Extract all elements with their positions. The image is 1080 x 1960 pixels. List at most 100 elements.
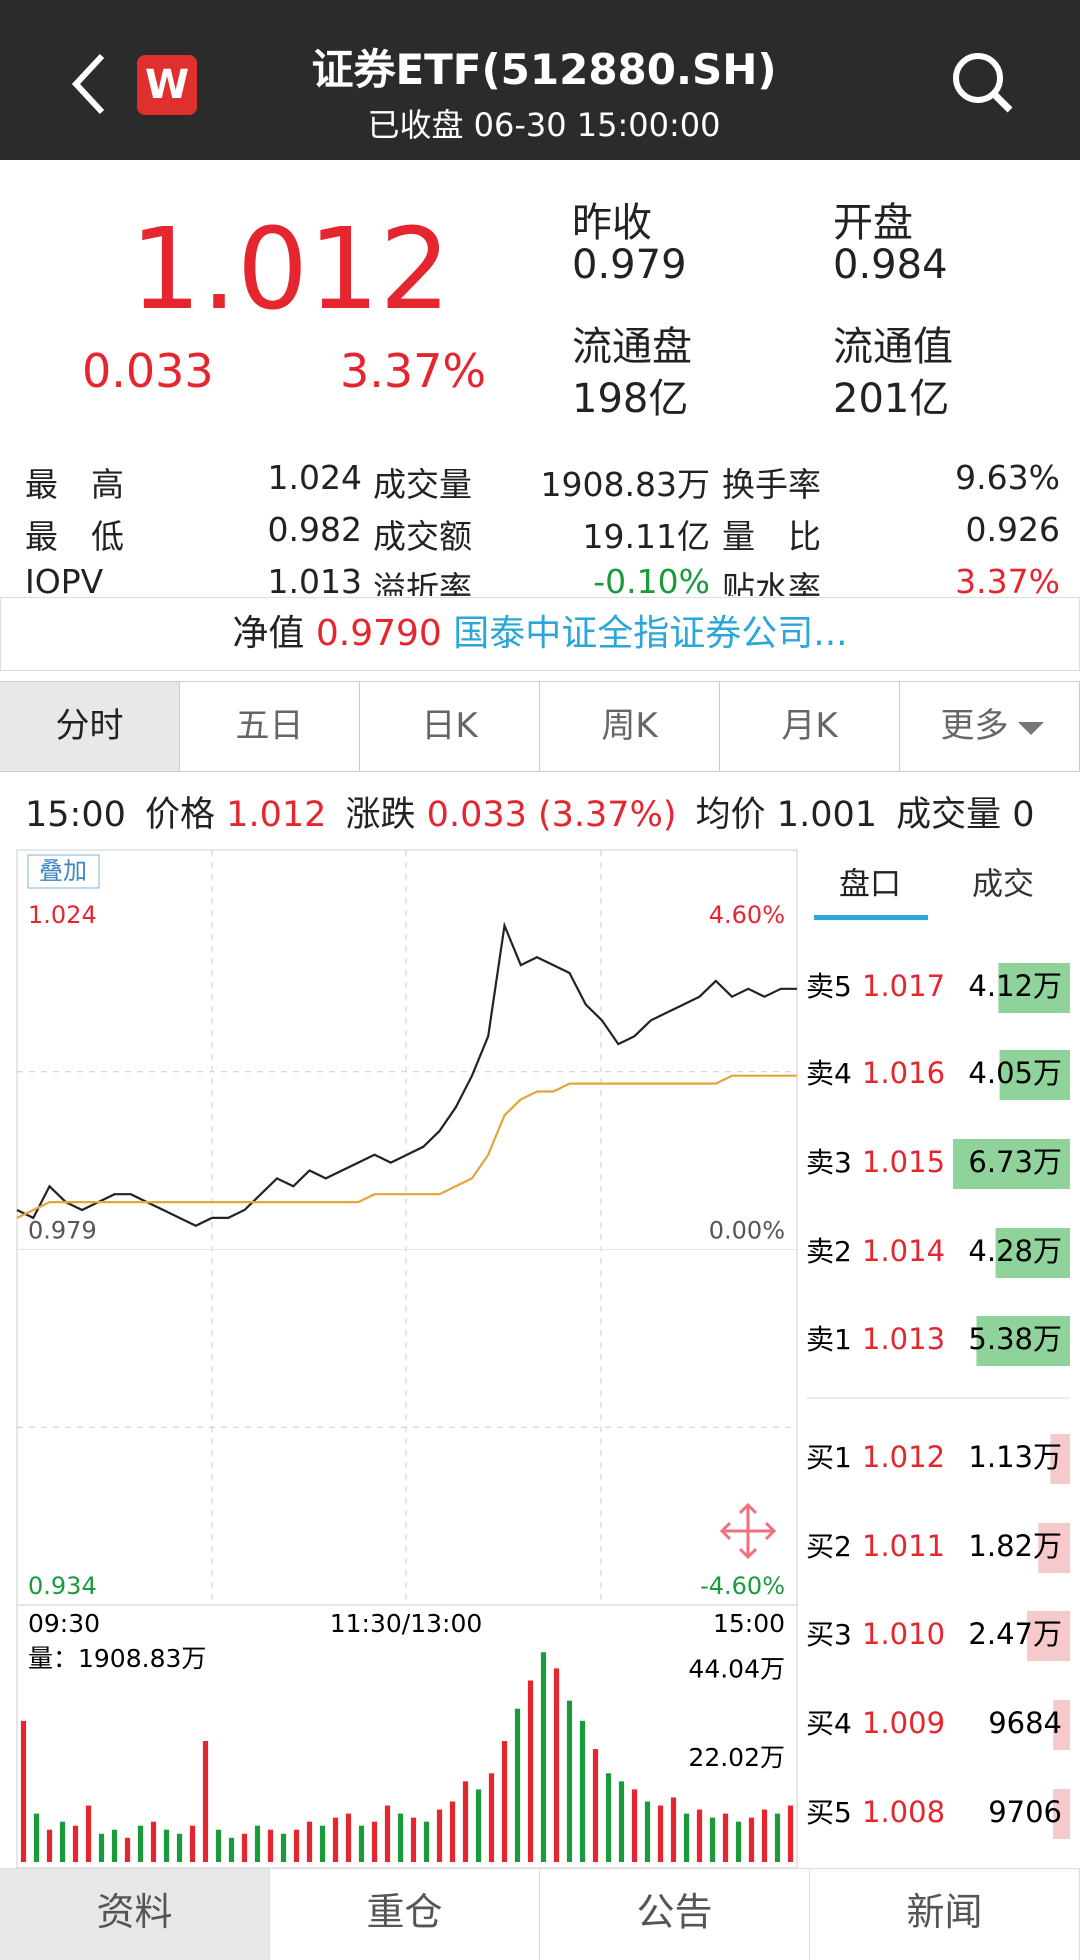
volume-bar	[293, 1829, 300, 1862]
field-label: 昨收	[572, 200, 652, 246]
order-volume: 5.38万	[968, 1322, 1062, 1356]
ask-bar	[953, 1139, 1070, 1189]
volume-bar	[345, 1813, 352, 1862]
stat-label: 量 比	[722, 517, 821, 556]
nav-value: 0.9790	[315, 613, 442, 654]
stat-label: 溢折率	[373, 569, 472, 596]
field-label: 流通值	[833, 324, 953, 370]
bottom-tab[interactable]: 公告	[540, 1869, 810, 1960]
volume-bar	[761, 1809, 768, 1862]
volume-bar	[267, 1829, 274, 1862]
volume-bar	[137, 1825, 144, 1862]
ask-bar	[976, 1316, 1070, 1366]
order-volume: 2.47万	[968, 1617, 1062, 1651]
order-volume: 4.12万	[968, 969, 1062, 1003]
bottom-tab[interactable]: 资料	[0, 1869, 270, 1960]
volume-bar	[540, 1652, 547, 1862]
period-tab[interactable]: 更多	[900, 682, 1080, 771]
period-tab[interactable]: 周K	[540, 682, 720, 771]
volume-label: 量：1908.83万	[28, 1644, 206, 1673]
order-volume: 6.73万	[968, 1145, 1062, 1179]
volume-bar	[423, 1821, 430, 1862]
order-tab-underline	[814, 915, 928, 920]
period-tab[interactable]: 日K	[360, 682, 540, 771]
volume-bar	[631, 1789, 638, 1862]
field-value: 198亿	[572, 376, 689, 422]
app-logo[interactable]	[137, 55, 197, 115]
volume-bar	[774, 1813, 781, 1862]
stats: 最 高 1.024 成交量 1908.83万 换手率 9.63% 最 低 0.982 成交额 19…	[0, 450, 1080, 596]
order-volume: 9684	[988, 1706, 1062, 1740]
period-tab[interactable]: 分时	[0, 682, 180, 771]
volume-bar	[566, 1700, 573, 1862]
volume-bar	[33, 1813, 40, 1862]
order-price: 1.011	[862, 1529, 945, 1563]
stat-value: 1908.83万	[540, 465, 710, 504]
volume-bar	[384, 1805, 391, 1862]
x-tick-label: 11:30/13:00	[330, 1609, 483, 1638]
info-vol-label: 成交量	[896, 795, 1002, 835]
volume-bar	[397, 1813, 404, 1862]
header: W 证券ETF(512880.SH) 已收盘 06-30 15:00:00	[0, 0, 1080, 160]
pct-tick-label: 4.60%	[709, 901, 785, 929]
search-button[interactable]	[953, 53, 1003, 103]
volume-bar	[202, 1741, 209, 1862]
volume-bar	[527, 1680, 534, 1862]
period-tabs: 分时 五日 日K 周K 月K 更多	[0, 681, 1080, 772]
volume-bar	[449, 1801, 456, 1862]
more-arrow	[1018, 722, 1044, 735]
order-price: 1.016	[862, 1056, 945, 1090]
volume-bar	[98, 1833, 105, 1862]
volume-bar	[592, 1749, 599, 1862]
order-label: 卖4	[806, 1057, 852, 1090]
back-button[interactable]	[71, 53, 105, 115]
bottom-tab[interactable]: 新闻	[810, 1869, 1080, 1960]
volume-bar	[150, 1821, 157, 1862]
stat-value: 0.926	[965, 510, 1060, 549]
volume-bar	[618, 1781, 625, 1862]
info-avg: 1.001	[776, 795, 877, 835]
last-price: 1.012	[130, 205, 451, 335]
volume-bar	[501, 1741, 508, 1862]
period-tab[interactable]: 五日	[180, 682, 360, 771]
order-volume: 1.82万	[968, 1529, 1062, 1563]
order-tab: 成交	[972, 867, 1034, 903]
x-tick-label: 15:00	[713, 1609, 785, 1638]
volume-bar	[410, 1817, 417, 1862]
title: 证券ETF(512880.SH)	[311, 45, 777, 94]
bottom-tabs: 资料 重仓 公告 新闻	[0, 1868, 1080, 1960]
stat-label: 换手率	[722, 465, 821, 504]
stat-value: -0.10%	[593, 562, 710, 596]
volume-bar	[657, 1805, 664, 1862]
volume-bar	[670, 1797, 677, 1862]
stat-label: IOPV	[25, 562, 104, 596]
period-tab[interactable]: 月K	[720, 682, 900, 771]
volume-bar	[20, 1720, 27, 1862]
bottom-tab[interactable]: 重仓	[270, 1869, 540, 1960]
zoom-icon[interactable]	[719, 1502, 777, 1560]
y-tick-label: 0.979	[28, 1217, 97, 1245]
overlay-button[interactable]	[27, 854, 100, 889]
volume-bar	[189, 1825, 196, 1862]
volume-bar	[59, 1821, 66, 1862]
order-label: 买1	[806, 1441, 852, 1474]
info-vol: 0	[1012, 795, 1035, 835]
order-volume: 4.28万	[968, 1234, 1062, 1268]
bid-bar	[1053, 1789, 1070, 1839]
order-label: 卖5	[806, 970, 852, 1003]
volume-tick-label: 44.04万	[688, 1654, 785, 1683]
info-price-label: 价格	[145, 795, 216, 835]
volume-bar	[436, 1809, 443, 1862]
change: 0.033	[82, 344, 214, 398]
fund-name[interactable]: 国泰中证全指证券公司...	[453, 613, 848, 654]
field-label: 开盘	[833, 200, 913, 246]
volume-bar	[241, 1833, 248, 1862]
volume-bar	[228, 1837, 235, 1862]
info-change-label: 涨跌	[345, 795, 416, 835]
volume-bar	[358, 1825, 365, 1862]
order-label: 卖1	[806, 1323, 852, 1356]
order-label: 卖3	[806, 1146, 852, 1179]
average-line	[16, 1074, 797, 1219]
volume-bar	[696, 1809, 703, 1862]
volume-bar	[46, 1829, 53, 1862]
